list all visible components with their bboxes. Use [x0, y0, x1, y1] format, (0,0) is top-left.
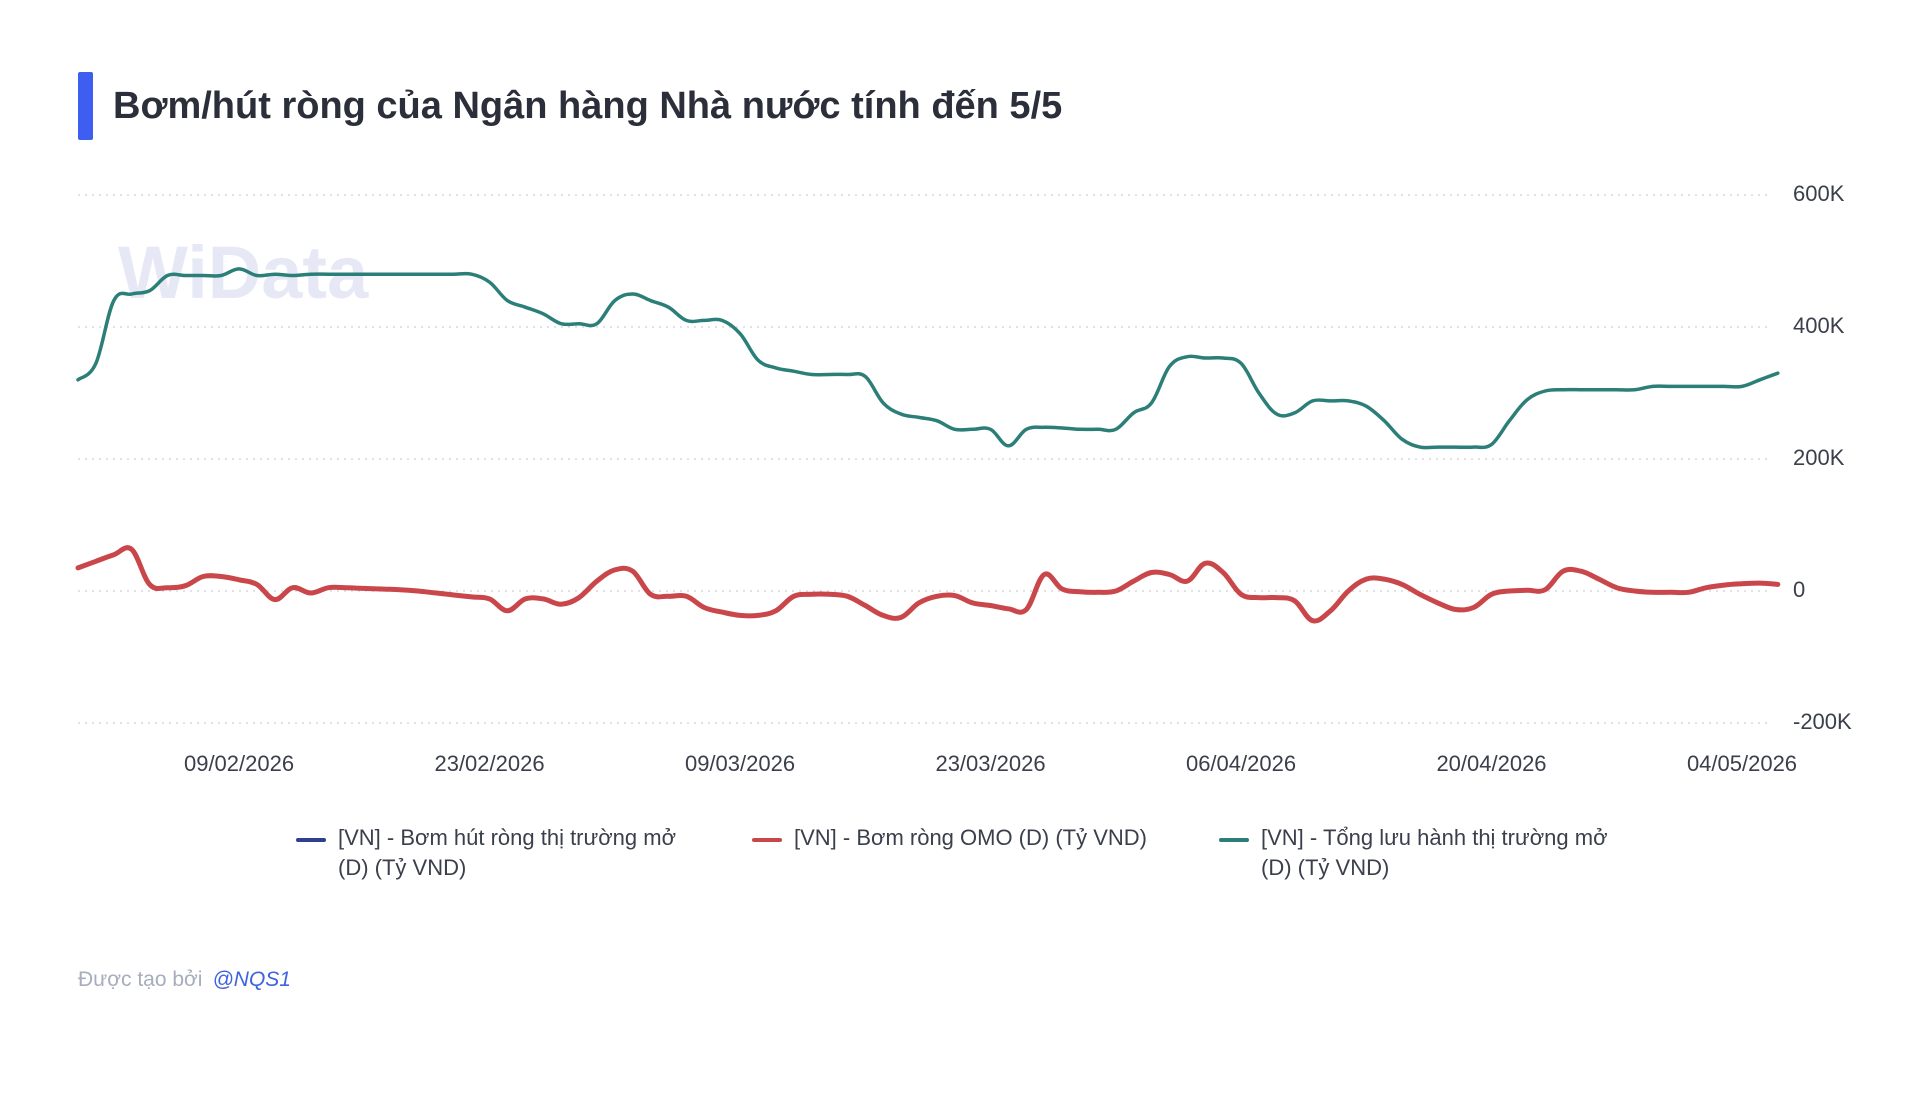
x-tick-label: 20/04/2026: [1436, 751, 1546, 776]
y-tick-label: 600K: [1793, 181, 1845, 206]
legend-swatch-omo: [752, 838, 782, 842]
legend-item-total[interactable]: [VN] - Tổng lưu hành thị trường mở (D) (…: [1219, 823, 1659, 883]
credit-prefix: Được tạo bởi: [78, 968, 203, 991]
x-tick-label: 06/04/2026: [1186, 751, 1296, 776]
chart-legend: [VN] - Bơm hút ròng thị trường mở (D) (T…: [0, 823, 1920, 893]
y-tick-label: 400K: [1793, 313, 1845, 338]
legend-item-omo[interactable]: [VN] - Bơm ròng OMO (D) (Tỷ VND): [752, 823, 1192, 853]
x-tick-label: 04/05/2026: [1687, 751, 1797, 776]
chart-title: Bơm/hút ròng của Ngân hàng Nhà nước tính…: [113, 84, 1063, 127]
x-tick-label: 23/02/2026: [434, 751, 544, 776]
legend-label-omo: [VN] - Bơm ròng OMO (D) (Tỷ VND): [794, 825, 1147, 850]
legend-swatch-total: [1219, 838, 1249, 842]
legend-label-total: [VN] - Tổng lưu hành thị trường mở (D) (…: [1261, 825, 1608, 880]
y-tick-label: 0: [1793, 577, 1805, 602]
legend-item-net[interactable]: [VN] - Bơm hút ròng thị trường mở (D) (T…: [296, 823, 736, 883]
title-accent-bar: [78, 72, 93, 140]
x-tick-label: 23/03/2026: [935, 751, 1045, 776]
x-tick-label: 09/03/2026: [685, 751, 795, 776]
y-tick-label: -200K: [1793, 709, 1852, 734]
series-line-omo: [75, 545, 1781, 624]
legend-label-net: [VN] - Bơm hút ròng thị trường mở (D) (T…: [338, 825, 676, 880]
y-tick-label: 200K: [1793, 445, 1845, 470]
credit-user-link[interactable]: @NQS1: [212, 968, 291, 991]
series-line-total: [76, 267, 1780, 450]
x-tick-label: 09/02/2026: [184, 751, 294, 776]
chart-title-block: Bơm/hút ròng của Ngân hàng Nhà nước tính…: [78, 72, 1062, 140]
credit-line: Được tạo bởi @NQS1: [78, 968, 291, 992]
legend-swatch-net: [296, 838, 326, 842]
